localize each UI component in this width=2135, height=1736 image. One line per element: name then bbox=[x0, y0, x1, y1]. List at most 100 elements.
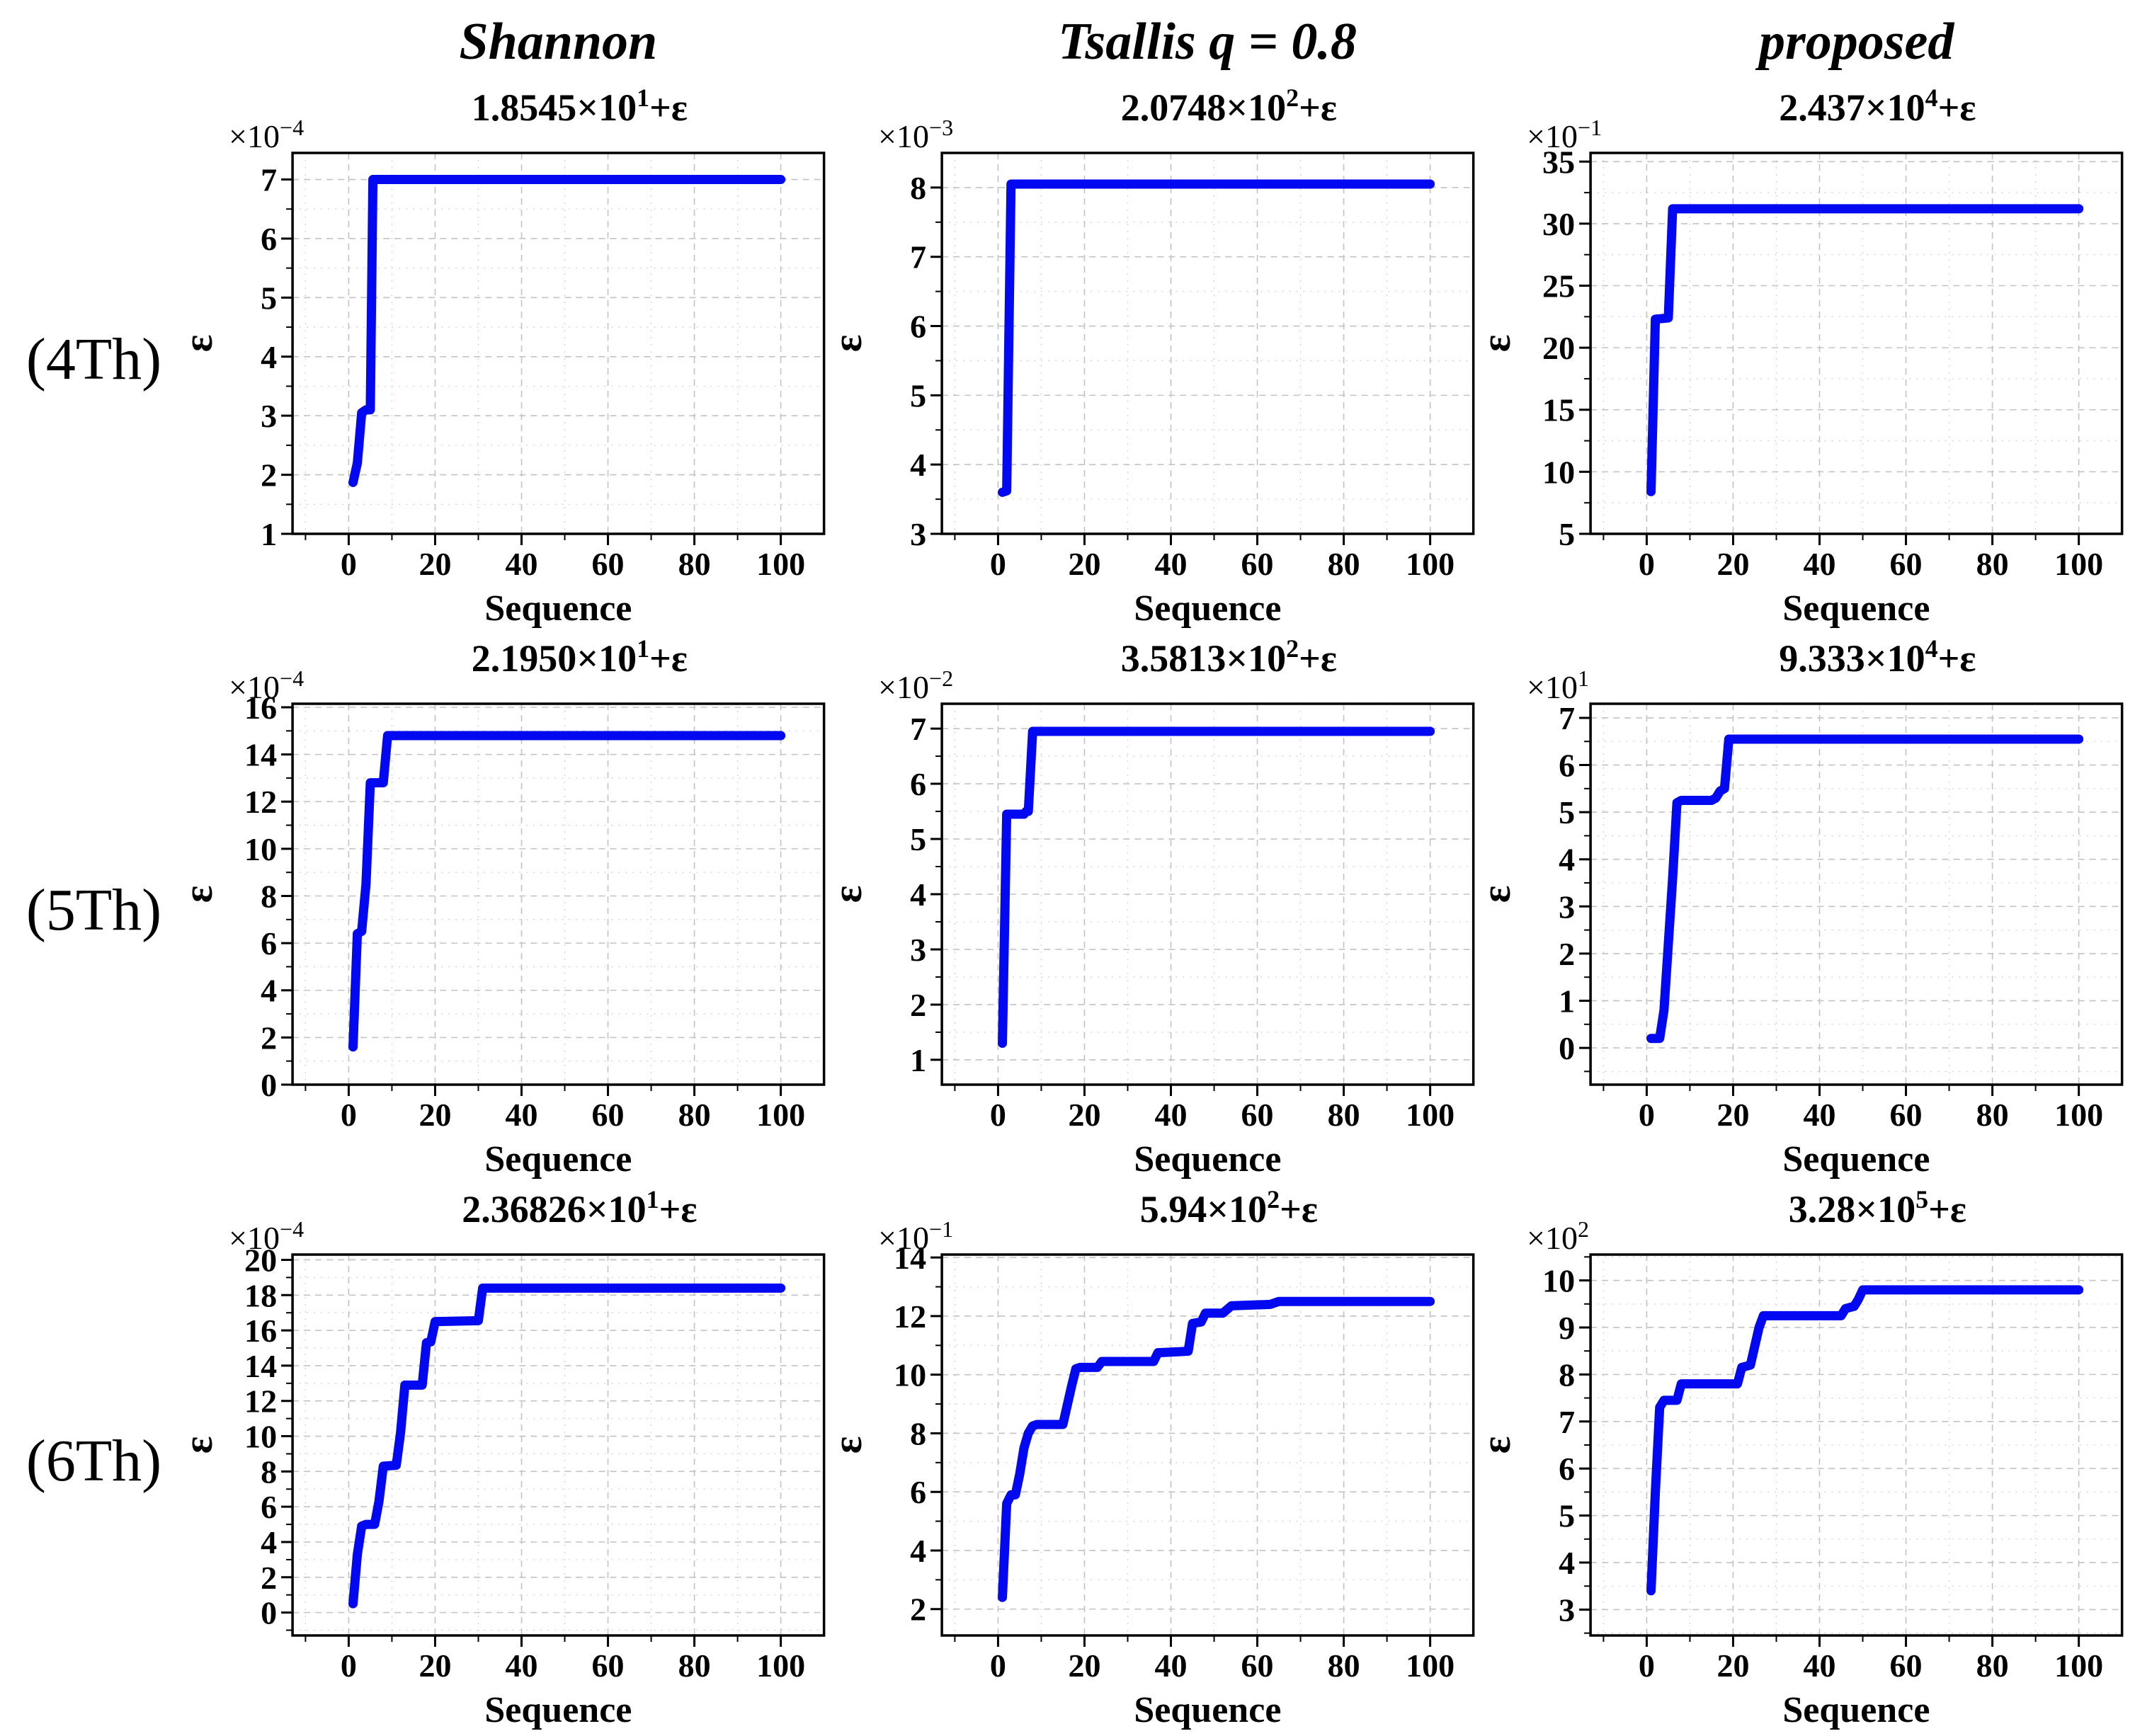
y-tick-label: 5 bbox=[1559, 516, 1575, 552]
y-axis-label: ε bbox=[837, 335, 870, 353]
x-tick-label: 0 bbox=[990, 1648, 1006, 1684]
y-tick-label: 30 bbox=[1542, 206, 1575, 242]
chart-offset-title: 5.94×102+ε bbox=[1139, 1185, 1317, 1230]
y-axis-label: ε bbox=[188, 1437, 221, 1454]
y-tick-label: 2 bbox=[261, 1560, 277, 1596]
x-axis-label: Sequence bbox=[1783, 1690, 1930, 1730]
x-tick-label: 80 bbox=[1976, 1648, 2009, 1684]
y-tick-label: 14 bbox=[244, 737, 277, 773]
y-tick-label: 6 bbox=[261, 221, 277, 257]
data-line bbox=[348, 1283, 786, 1609]
data-line bbox=[997, 1296, 1435, 1602]
chart-offset-title: 3.5813×102+ε bbox=[1120, 634, 1336, 680]
y-tick-label: 14 bbox=[244, 1348, 277, 1384]
x-tick-label: 60 bbox=[1241, 546, 1273, 582]
y-axis-label: ε bbox=[837, 886, 870, 903]
data-line bbox=[1646, 1285, 2084, 1596]
axis-scale-label: ×101 bbox=[1527, 666, 1589, 705]
chart-6th-tsallis: 0 20 40 60 80 100 2 4 6 8 10 12 14 5.94×102+ε ×10−1 ε Se… bbox=[837, 1185, 1486, 1736]
x-tick-label: 60 bbox=[592, 1648, 625, 1684]
y-tick-label: 4 bbox=[1559, 842, 1575, 878]
y-tick-label: 8 bbox=[910, 170, 926, 206]
y-tick-label: 16 bbox=[244, 690, 277, 726]
y-tick-label: 10 bbox=[1542, 454, 1575, 490]
plot-frame bbox=[1589, 1253, 2124, 1637]
x-tick-label: 100 bbox=[1406, 546, 1454, 582]
x-axis-label: Sequence bbox=[1134, 1139, 1281, 1180]
x-tick-label: 100 bbox=[756, 546, 805, 582]
y-tick-label: 25 bbox=[1542, 268, 1575, 304]
y-tick-label: 5 bbox=[1559, 794, 1575, 830]
axis-scale-label: ×102 bbox=[1527, 1216, 1589, 1256]
y-tick-label: 7 bbox=[910, 711, 926, 747]
x-tick-label: 0 bbox=[341, 1097, 357, 1133]
y-tick-label: 1 bbox=[910, 1042, 926, 1078]
x-tick-label: 60 bbox=[1241, 1648, 1273, 1684]
axis-scale-label: ×10−4 bbox=[229, 1216, 304, 1256]
x-tick-label: 80 bbox=[1327, 1097, 1360, 1133]
plot-frame bbox=[1589, 152, 2124, 535]
y-tick-label: 4 bbox=[261, 973, 277, 1009]
chart-svg: 0 20 40 60 80 100 0 2 4 6 8 10 12 14 16 2.1950×101+ε ×10… bbox=[188, 634, 826, 1180]
x-tick-label: 20 bbox=[1717, 546, 1750, 582]
x-tick-label: 60 bbox=[592, 546, 625, 582]
y-tick-label: 5 bbox=[1559, 1498, 1575, 1534]
x-tick-label: 80 bbox=[678, 1097, 711, 1133]
y-axis-label: ε bbox=[188, 335, 221, 353]
y-tick-label: 4 bbox=[910, 876, 926, 913]
chart-4th-shannon: 0 20 40 60 80 100 1 2 3 4 5 6 7 1.8545×101+ε ×10−4 ε Seq… bbox=[188, 84, 837, 634]
x-axis-label: Sequence bbox=[484, 588, 632, 629]
x-tick-label: 80 bbox=[1327, 1648, 1360, 1684]
chart-svg: 0 20 40 60 80 100024681012141618202.36826×101… bbox=[188, 1185, 826, 1730]
y-axis-label: ε bbox=[1486, 335, 1519, 353]
x-tick-label: 100 bbox=[1406, 1097, 1454, 1133]
chart-offset-title: 2.36826×101+ε bbox=[462, 1185, 697, 1230]
chart-4th-proposed: 0 20 40 60 80 100 5 10 15 20 25 30 35 2.437×104+ε ×10−… bbox=[1486, 84, 2135, 634]
column-header-tsallis: Tsallis q = 0.8 bbox=[1058, 12, 1357, 71]
y-tick-label: 8 bbox=[910, 1415, 926, 1451]
row-label-6th: (6Th) bbox=[25, 1427, 162, 1494]
chart-svg: 0 20 40 60 80 100 3 4 5 6 7 8 2.0748×102+ε ×10−3 ε Sequ… bbox=[837, 84, 1475, 629]
y-tick-label: 2 bbox=[910, 1592, 926, 1628]
y-axis-label: ε bbox=[188, 886, 221, 903]
axis-scale-label: ×10−4 bbox=[229, 115, 304, 154]
y-tick-label: 35 bbox=[1542, 144, 1575, 180]
y-tick-label: 4 bbox=[261, 1524, 277, 1560]
x-tick-label: 20 bbox=[1717, 1097, 1750, 1133]
x-tick-label: 0 bbox=[1639, 1097, 1655, 1133]
y-tick-label: 1 bbox=[1559, 983, 1575, 1019]
x-tick-label: 0 bbox=[341, 546, 357, 582]
y-axis-label: ε bbox=[1486, 886, 1519, 903]
x-tick-label: 60 bbox=[1241, 1097, 1273, 1133]
x-tick-label: 60 bbox=[1890, 1097, 1923, 1133]
x-tick-label: 100 bbox=[756, 1097, 805, 1133]
data-line bbox=[1646, 204, 2084, 496]
plot-frame bbox=[1589, 702, 2124, 1086]
y-tick-label: 14 bbox=[894, 1240, 926, 1276]
x-tick-label: 40 bbox=[1804, 1648, 1836, 1684]
x-tick-label: 100 bbox=[2054, 1097, 2103, 1133]
x-axis-label: Sequence bbox=[1783, 1139, 1930, 1180]
y-tick-label: 6 bbox=[261, 1489, 277, 1525]
column-header-shannon: Shannon bbox=[459, 12, 658, 71]
x-axis-label: Sequence bbox=[1134, 1690, 1281, 1730]
x-tick-label: 40 bbox=[1154, 546, 1187, 582]
x-tick-label: 40 bbox=[506, 546, 538, 582]
column-header-proposed: proposed bbox=[1758, 12, 1954, 71]
chart-svg: 0 20 40 60 80 100 1 2 3 4 5 6 7 1.8545×101+ε ×10−4 ε Seq… bbox=[188, 84, 826, 629]
x-tick-label: 60 bbox=[592, 1097, 625, 1133]
axis-scale-label: ×10−3 bbox=[878, 115, 953, 154]
y-tick-label: 6 bbox=[261, 925, 277, 961]
y-tick-label: 2 bbox=[1559, 936, 1575, 972]
x-tick-label: 80 bbox=[1976, 1097, 2009, 1133]
chart-offset-title: 9.333×104+ε bbox=[1780, 634, 1976, 680]
data-line bbox=[997, 726, 1435, 1049]
y-tick-label: 12 bbox=[244, 1383, 277, 1420]
y-tick-label: 2 bbox=[910, 987, 926, 1023]
y-tick-label: 12 bbox=[894, 1298, 926, 1335]
y-tick-label: 6 bbox=[1559, 748, 1575, 784]
chart-5th-shannon: 0 20 40 60 80 100 0 2 4 6 8 10 12 14 16 2.1950×101+ε ×10… bbox=[188, 634, 837, 1185]
y-tick-label: 10 bbox=[244, 1419, 277, 1455]
data-line bbox=[997, 179, 1435, 497]
